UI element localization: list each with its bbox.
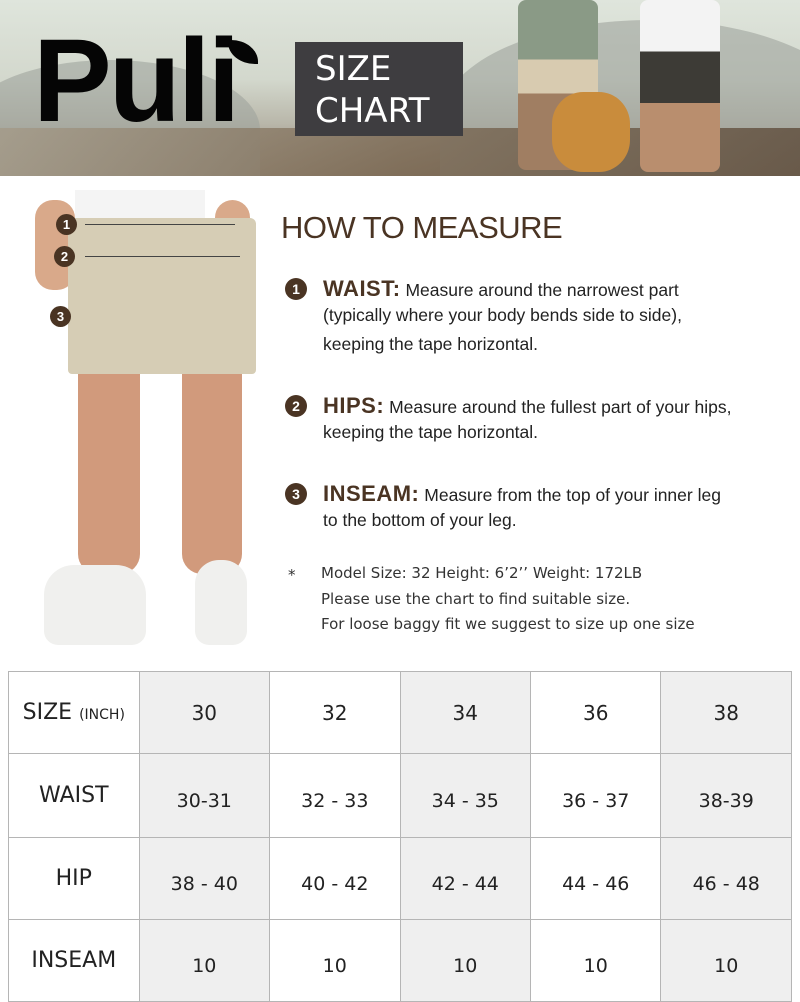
size-label: SIZE xyxy=(22,700,73,725)
instruction-title: INSEAM: xyxy=(323,481,420,506)
model-photo xyxy=(30,190,270,650)
hip-marker: 2 xyxy=(54,246,75,267)
table-cell: 10 xyxy=(529,919,662,1002)
number-2-icon: 2 xyxy=(285,395,307,417)
instruction-line: keeping the tape horizontal. xyxy=(323,422,539,442)
model-size-note: * Model Size: 32 Height: 6’2’’ Weight: 1… xyxy=(288,561,695,638)
instruction-line: to the bottom of your leg. xyxy=(323,510,517,530)
table-cell: 44 - 46 xyxy=(529,837,662,920)
instruction-title: WAIST: xyxy=(323,276,401,301)
asterisk: * xyxy=(288,566,296,584)
row-label: WAIST xyxy=(8,753,140,838)
note-line: For loose baggy fit we suggest to size u… xyxy=(321,615,695,633)
size-cell: 38 xyxy=(660,671,792,754)
left-sneaker xyxy=(44,565,146,645)
table-cell: 46 - 48 xyxy=(660,837,792,920)
instruction-title: HIPS: xyxy=(323,393,385,418)
table-cell: 10 xyxy=(660,919,792,1002)
row-label: HIP xyxy=(8,837,140,920)
shirt xyxy=(75,190,205,220)
waist-measure-line xyxy=(85,224,235,225)
table-cell: 34 - 35 xyxy=(399,753,532,838)
table-row-inseam: INSEAM 10 10 10 10 10 xyxy=(8,919,792,1002)
badge-line-1: SIZE xyxy=(315,49,392,89)
khaki-shorts xyxy=(68,218,256,374)
table-cell: 10 xyxy=(138,919,271,1002)
size-cell: 34 xyxy=(399,671,532,754)
instruction-text: Measure from the top of your inner leg xyxy=(424,485,721,505)
size-chart-badge: SIZE CHART xyxy=(295,42,463,136)
waist-marker: 1 xyxy=(56,214,77,235)
size-header-cell: SIZE (INCH) xyxy=(8,671,140,754)
instruction-text: Measure around the fullest part of your … xyxy=(389,397,732,417)
note-line: Model Size: 32 Height: 6’2’’ Weight: 172… xyxy=(321,564,643,582)
table-cell: 30-31 xyxy=(138,753,271,838)
how-to-measure-title: HOW TO MEASURE xyxy=(281,210,563,245)
inseam-marker: 3 xyxy=(50,306,71,327)
dog-photo xyxy=(552,92,630,172)
hiker-woman-photo xyxy=(640,0,720,172)
instruction-line: (typically where your body bends side to… xyxy=(323,305,682,325)
inseam-instruction: 3 INSEAM: Measure from the top of your i… xyxy=(285,481,795,533)
table-header-row: SIZE (INCH) 30 32 34 36 38 xyxy=(8,671,792,754)
header-banner: Puli SIZE CHART xyxy=(0,0,800,176)
table-cell: 36 - 37 xyxy=(529,753,662,838)
instruction-line: keeping the tape horizontal. xyxy=(323,334,539,354)
table-cell: 42 - 44 xyxy=(399,837,532,920)
brand-logo: Puli xyxy=(33,15,240,147)
waist-instruction: 1 WAIST: Measure around the narrowest pa… xyxy=(285,276,795,357)
instruction-text: Measure around the narrowest part xyxy=(405,280,679,300)
right-leg xyxy=(182,374,242,574)
size-cell: 36 xyxy=(529,671,662,754)
badge-line-2: CHART xyxy=(315,91,430,131)
size-unit: (INCH) xyxy=(79,707,125,723)
table-row-waist: WAIST 30-31 32 - 33 34 - 35 36 - 37 38-3… xyxy=(8,753,792,838)
table-cell: 32 - 33 xyxy=(269,753,401,838)
size-table: SIZE (INCH) 30 32 34 36 38 WAIST 30-31 3… xyxy=(8,671,792,1002)
table-row-hip: HIP 38 - 40 40 - 42 42 - 44 44 - 46 46 -… xyxy=(8,837,792,920)
table-cell: 38-39 xyxy=(660,753,792,838)
row-label: INSEAM xyxy=(8,919,140,1002)
table-cell: 10 xyxy=(399,919,532,1002)
number-1-icon: 1 xyxy=(285,278,307,300)
table-cell: 40 - 42 xyxy=(269,837,401,920)
right-sneaker xyxy=(195,560,247,645)
hips-instruction: 2 HIPS: Measure around the fullest part … xyxy=(285,393,795,445)
size-cell: 32 xyxy=(269,671,401,754)
table-cell: 10 xyxy=(269,919,401,1002)
size-cell: 30 xyxy=(138,671,271,754)
note-line: Please use the chart to find suitable si… xyxy=(321,589,631,608)
table-cell: 38 - 40 xyxy=(138,837,271,920)
number-3-icon: 3 xyxy=(285,483,307,505)
hip-measure-line xyxy=(85,256,240,257)
left-leg xyxy=(78,374,140,574)
